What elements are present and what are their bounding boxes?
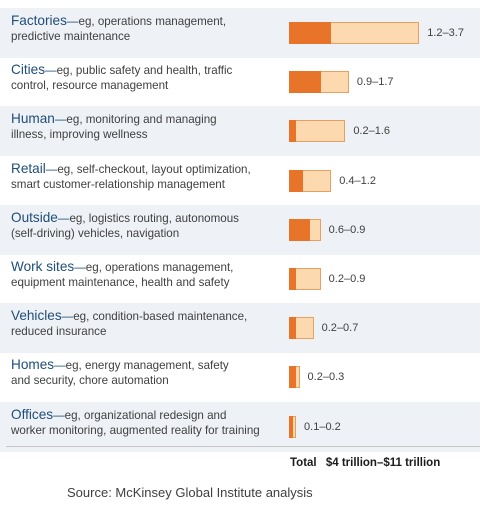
category-row: Offices—eg, organizational redesign and w… <box>0 401 480 452</box>
range-label: 0.1–0.2 <box>304 420 341 433</box>
category-row: Outside—eg, logistics routing, autonomou… <box>0 204 480 255</box>
range-label: 0.6–0.9 <box>328 223 366 236</box>
category-row: Factories—eg, operations management, pred… <box>0 8 480 58</box>
range-label: 0.2–1.6 <box>353 125 391 138</box>
bar-low-estimate <box>289 415 293 438</box>
category-name: Homes <box>11 357 55 373</box>
bar-low-estimate <box>289 366 297 389</box>
category-detail: eg, public safety and health, traffic con… <box>11 64 233 93</box>
bar-low-estimate <box>289 218 311 241</box>
bar-low-estimate <box>289 120 297 143</box>
category-row: Human—eg, monitoring and managing illness… <box>0 106 480 157</box>
bar-low-estimate <box>289 71 321 94</box>
category-row: Vehicles—eg, condition-based maintenance… <box>0 303 480 354</box>
bar-low-estimate <box>289 22 332 44</box>
category-detail: eg, monitoring and managing illness, impr… <box>11 113 217 142</box>
category-description: Retail—eg, self-checkout, layout optimiz… <box>11 160 251 191</box>
bar-low-estimate <box>289 268 297 290</box>
category-detail: eg, logistics routing, autonomous (self-d… <box>11 211 239 240</box>
category-description: Offices—eg, organizational redesign and w… <box>11 406 260 437</box>
range-label: 0.2–0.7 <box>321 322 359 335</box>
source-note: Source: McKinsey Global Institute analys… <box>67 485 313 500</box>
category-description: Homes—eg, energy management, safety and s… <box>11 357 229 388</box>
range-label: 0.2–0.9 <box>328 273 366 285</box>
bar-low-estimate <box>289 317 297 340</box>
category-detail: eg, operations management, equipment main… <box>11 261 234 289</box>
bar-low-estimate <box>289 169 304 192</box>
category-row: Retail—eg, self-checkout, layout optimiz… <box>0 156 480 206</box>
category-row: Cities—eg, public safety and health, tra… <box>0 57 480 107</box>
category-name: Human <box>11 111 55 127</box>
range-label: 0.9–1.7 <box>356 76 394 89</box>
category-name: Retail <box>11 160 46 176</box>
category-name: Factories <box>11 13 67 28</box>
range-label: 1.2–3.7 <box>427 27 464 39</box>
bottom-divider <box>6 446 480 447</box>
category-row: Homes—eg, energy management, safety and s… <box>0 352 480 402</box>
bar-high-estimate <box>289 120 346 143</box>
category-description: Factories—eg, operations management, pred… <box>11 13 227 43</box>
range-label: 0.2–0.3 <box>307 371 345 384</box>
total-label: Total <box>290 457 317 469</box>
category-detail: eg, energy management, safety and securit… <box>11 359 229 388</box>
category-description: Human—eg, monitoring and managing illness… <box>11 111 217 142</box>
range-label: 0.4–1.2 <box>339 174 376 187</box>
total: Total $4 trillion–$11 trillion <box>290 457 440 469</box>
category-description: Outside—eg, logistics routing, autonomou… <box>11 209 239 240</box>
category-name: Vehicles <box>11 308 62 324</box>
category-description: Work sites—eg, operations management, equ… <box>11 259 234 289</box>
category-detail: eg, self-checkout, layout optimization, s… <box>11 162 251 191</box>
category-name: Outside <box>11 209 58 225</box>
category-name: Offices <box>11 406 54 422</box>
category-description: Vehicles—eg, condition-based maintenance… <box>11 308 248 339</box>
category-name: Work sites <box>11 259 75 274</box>
category-row: Work sites—eg, operations management, equ… <box>0 254 480 304</box>
category-description: Cities—eg, public safety and health, tra… <box>11 62 233 93</box>
category-detail: eg, condition-based maintenance, reduced … <box>11 310 248 339</box>
category-detail: eg, organizational redesign and worker mo… <box>11 408 260 437</box>
category-name: Cities <box>11 62 45 78</box>
category-detail: eg, operations management, predictive mai… <box>11 15 227 43</box>
total-value: $4 trillion–$11 trillion <box>325 457 441 469</box>
